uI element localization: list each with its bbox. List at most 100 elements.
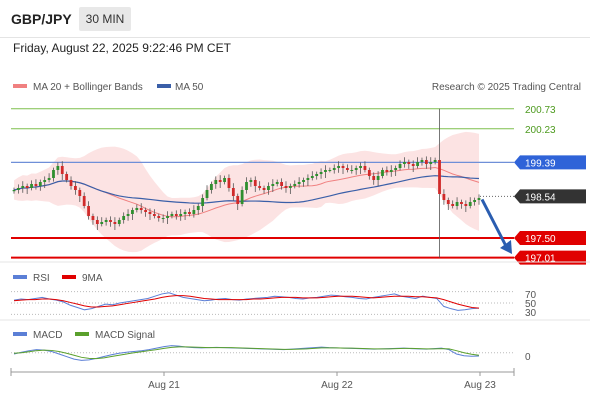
- level-197-50-tag: [514, 231, 586, 245]
- candle-body: [100, 222, 104, 224]
- rsi-tick-30: 30: [525, 308, 537, 319]
- legend-swatch-bollinger: [13, 84, 27, 88]
- candle-body: [416, 162, 419, 166]
- forecast-arrow-shaft: [480, 198, 509, 249]
- candle-body: [179, 214, 183, 216]
- candle-body: [345, 168, 349, 170]
- candle-body: [210, 184, 213, 190]
- candle-body: [451, 204, 455, 206]
- candle-body: [91, 216, 95, 220]
- candle-body: [460, 202, 463, 204]
- candle-body: [381, 170, 384, 176]
- candle-body: [196, 206, 200, 210]
- timeframe-button[interactable]: 30 MIN: [79, 7, 131, 31]
- legend-swatch-rsi-ma: [62, 275, 76, 279]
- candle-body: [135, 208, 139, 210]
- candle-body: [30, 184, 33, 188]
- candle-body: [433, 160, 437, 162]
- rsi-series-1: [13, 295, 480, 309]
- candle-body: [25, 186, 29, 188]
- candle-body: [394, 168, 398, 170]
- candle-body: [407, 162, 411, 164]
- candle-body: [328, 170, 332, 171]
- candle-body: [139, 208, 143, 210]
- candle-body: [350, 170, 354, 171]
- candle-body: [420, 160, 424, 162]
- candle-body: [122, 216, 126, 220]
- candle-body: [21, 186, 25, 188]
- level-199-39-tag: [514, 155, 586, 170]
- candle-body: [446, 200, 450, 204]
- candle-body: [297, 182, 301, 184]
- candle-body: [131, 210, 134, 214]
- candle-body: [284, 186, 288, 188]
- candle-body: [16, 188, 20, 190]
- level-198-54-tag: [514, 189, 586, 204]
- top-bar: GBP/JPY 30 MIN: [0, 0, 590, 38]
- macd-panel: [11, 345, 514, 361]
- candle-body: [293, 184, 297, 186]
- candle-body: [183, 212, 187, 214]
- candle-body: [192, 210, 196, 214]
- rsi-series-0: [13, 292, 480, 311]
- candle-body: [148, 212, 152, 214]
- candle-body: [438, 160, 441, 194]
- candle-body: [87, 206, 90, 216]
- x-tick-aug23: Aug 23: [464, 380, 496, 391]
- candle-body: [306, 178, 310, 180]
- x-tick-aug22: Aug 22: [321, 380, 353, 391]
- candle-body: [82, 196, 86, 206]
- candle-body: [275, 182, 279, 184]
- candle-body: [468, 202, 472, 206]
- candle-body: [288, 186, 292, 188]
- candle-body: [166, 216, 169, 218]
- candle-body: [280, 182, 283, 186]
- candle-body: [188, 212, 191, 214]
- candle-body: [113, 222, 117, 224]
- candle-body: [157, 216, 161, 218]
- rsi-panel: [11, 291, 514, 315]
- candle-body: [43, 180, 47, 182]
- candle-body: [429, 162, 433, 164]
- legend-swatch-macd: [13, 332, 27, 336]
- candle-body: [38, 182, 42, 186]
- candle-body: [372, 176, 376, 180]
- candle-body: [223, 178, 226, 182]
- candle-body: [354, 168, 358, 170]
- candle-body: [389, 170, 393, 172]
- level-197-01-tag: [514, 250, 586, 265]
- candle-body: [170, 214, 174, 216]
- candle-body: [65, 174, 69, 180]
- candle-body: [218, 180, 222, 182]
- x-tick-aug21: Aug 21: [148, 380, 180, 391]
- candle-body: [69, 180, 73, 186]
- legend-swatch-rsi: [13, 275, 27, 279]
- candle-body: [363, 166, 367, 170]
- candle-body: [442, 194, 446, 200]
- candle-body: [315, 174, 319, 176]
- candle-body: [262, 188, 266, 190]
- candle-body: [253, 180, 257, 186]
- symbol-title: GBP/JPY: [11, 11, 72, 27]
- legend-label-ma50: MA 50: [175, 82, 204, 93]
- candle-body: [240, 190, 244, 204]
- candle-body: [341, 166, 345, 168]
- candle-body: [455, 202, 459, 206]
- candle-body: [201, 198, 205, 206]
- legend-label-macd: MACD: [33, 330, 62, 341]
- candle-body: [258, 186, 262, 188]
- candle-body: [424, 160, 428, 164]
- candle-body: [60, 166, 64, 174]
- level-200-73-label: 200.73: [525, 105, 556, 116]
- candle-body: [174, 214, 178, 216]
- candle-body: [56, 166, 60, 170]
- candle-body: [267, 186, 270, 190]
- candle-body: [332, 168, 336, 170]
- candle-body: [231, 188, 235, 196]
- candle-body: [403, 162, 406, 164]
- candle-body: [324, 170, 327, 172]
- legend-label-rsi: RSI: [33, 273, 50, 284]
- candle-body: [249, 180, 253, 182]
- datetime-label: Friday, August 22, 2025 9:22:46 PM CET: [13, 41, 231, 55]
